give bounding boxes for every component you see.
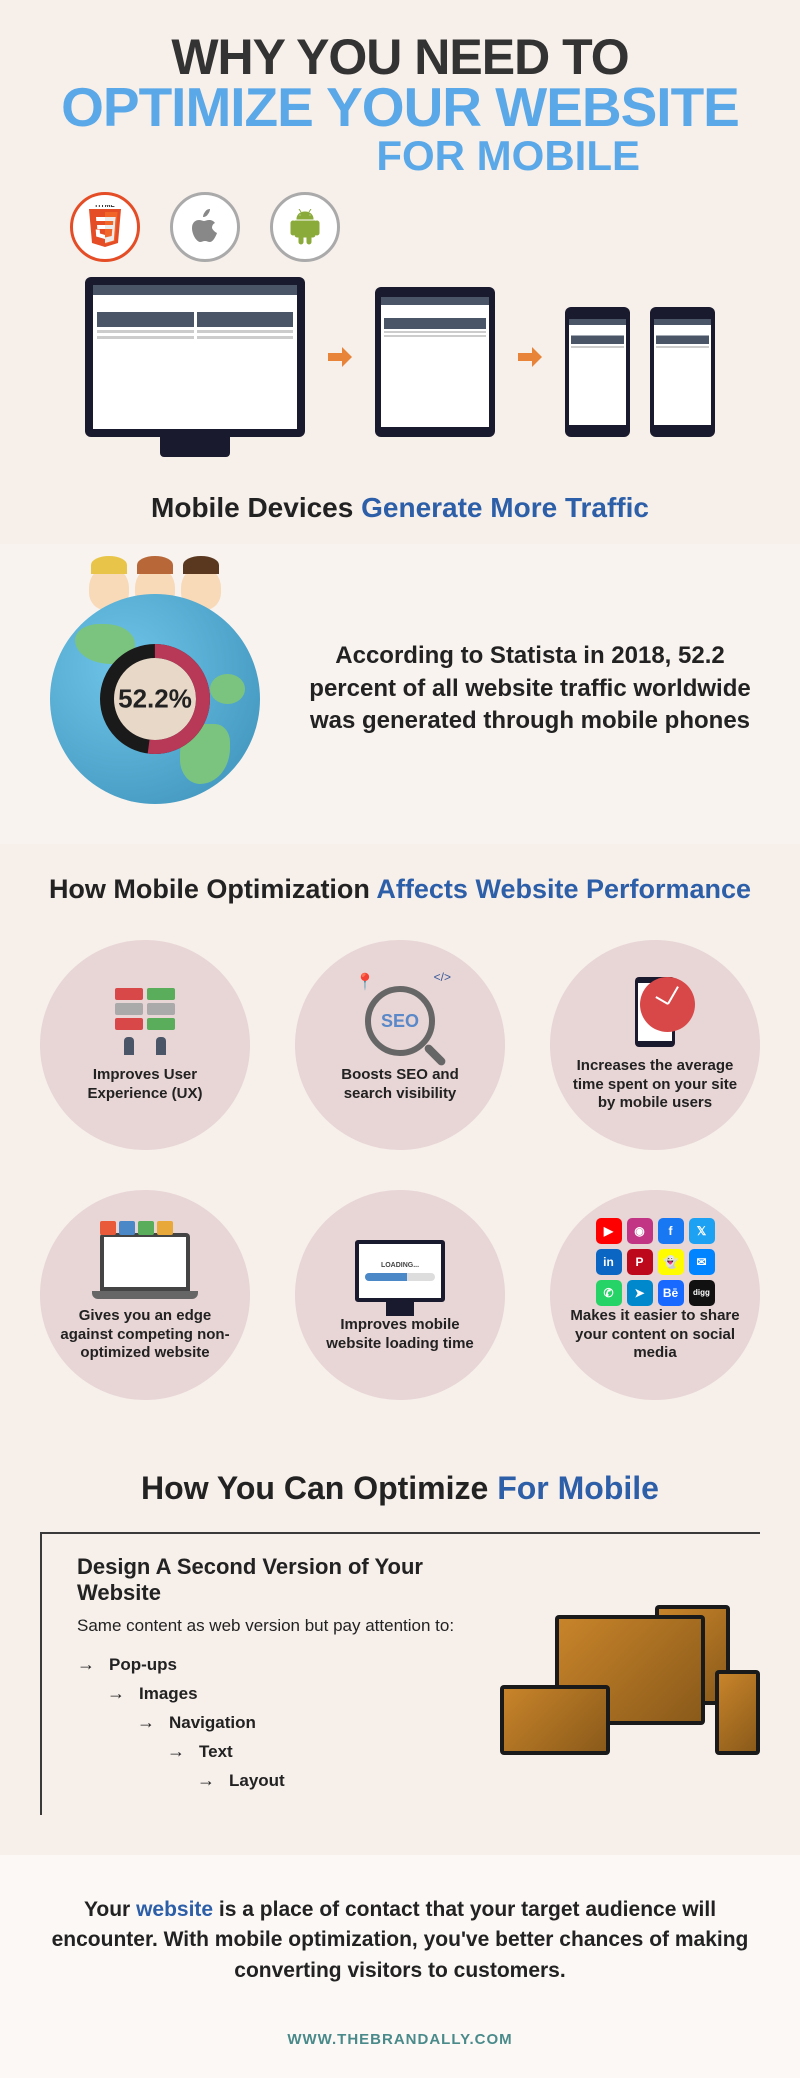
phone-icon — [565, 307, 630, 437]
responsive-devices — [40, 262, 760, 457]
social-icon: ✉ — [689, 1249, 715, 1275]
subtitle-traffic: Mobile Devices Generate More Traffic — [0, 482, 800, 544]
benefits-section: How Mobile Optimization Affects Website … — [0, 844, 800, 1440]
optimize-list: → Pop-ups → Images → Navigation → Text → Layout — [77, 1650, 500, 1795]
optimize-section: How You Can Optimize For Mobile Design A… — [0, 1440, 800, 1855]
heading-dark: How Mobile Optimization — [49, 874, 370, 904]
benefit-label: Improves mobile website loading time — [315, 1316, 485, 1354]
optimize-list-item: → Pop-ups — [77, 1650, 500, 1679]
benefit-label: Gives you an edge against competing non-… — [60, 1307, 230, 1363]
arrow-icon — [325, 342, 355, 372]
subtitle-blue: Generate More Traffic — [361, 492, 649, 523]
arrow-icon: → — [197, 1770, 215, 1791]
arrow-icon: → — [137, 1712, 155, 1733]
heading-dark: How You Can Optimize — [141, 1470, 488, 1506]
title-line-1: WHY YOU NEED TO — [40, 35, 760, 80]
infographic: WHY YOU NEED TO OPTIMIZE YOUR WEBSITE FO… — [0, 0, 800, 2078]
arrow-icon: → — [167, 1741, 185, 1762]
benefit-label: Makes it easier to share your content on… — [570, 1307, 740, 1363]
benefit-label: Increases the average time spent on your… — [570, 1057, 740, 1113]
title-line-3: FOR MOBILE — [40, 135, 760, 177]
heading-blue: For Mobile — [497, 1470, 659, 1506]
social-icon: 𝕏 — [689, 1218, 715, 1244]
heading-blue: Affects Website Performance — [376, 874, 751, 904]
benefit-label: Improves User Experience (UX) — [60, 1066, 230, 1104]
subtitle-dark: Mobile Devices — [151, 492, 353, 523]
arrow-icon: → — [77, 1654, 95, 1675]
html5-icon: HTML — [70, 192, 140, 262]
seo-icon: 📍 </> SEO — [355, 986, 445, 1056]
social-icon: in — [596, 1249, 622, 1275]
edge-icon — [100, 1227, 190, 1297]
closing-link: website — [136, 1898, 213, 1921]
benefit-ux: Improves User Experience (UX) — [40, 940, 250, 1150]
title-line-2: OPTIMIZE YOUR WEBSITE — [40, 80, 760, 135]
stat-section: 52.2% According to Statista in 2018, 52.… — [0, 544, 800, 844]
optimize-item-label: Pop-ups — [109, 1655, 177, 1675]
optimize-list-item: → Images — [77, 1679, 500, 1708]
arrow-icon — [515, 342, 545, 372]
benefits-heading: How Mobile Optimization Affects Website … — [30, 874, 770, 905]
optimize-box-sub: Same content as web version but pay atte… — [77, 1616, 500, 1636]
android-icon — [270, 192, 340, 262]
social-icon: digg — [689, 1280, 715, 1306]
optimize-item-label: Images — [139, 1684, 198, 1704]
ux-icon — [100, 986, 190, 1056]
donut-chart: 52.2% — [95, 639, 215, 759]
phone-icon — [650, 307, 715, 437]
optimize-box: Design A Second Version of Your Website … — [40, 1532, 760, 1815]
social-icon: 👻 — [658, 1249, 684, 1275]
optimize-box-heading: Design A Second Version of Your Website — [77, 1554, 500, 1606]
social-icon: ▶ — [596, 1218, 622, 1244]
desktop-icon — [85, 277, 305, 437]
globe-graphic: 52.2% — [40, 574, 270, 804]
social-icon: ◉ — [627, 1218, 653, 1244]
optimize-item-label: Navigation — [169, 1713, 256, 1733]
benefits-grid: Improves User Experience (UX) 📍 </> SEO … — [30, 940, 770, 1400]
benefit-loading: LOADING... Improves mobile website loadi… — [295, 1190, 505, 1400]
tablet-icon — [375, 287, 495, 437]
social-icon: f — [658, 1218, 684, 1244]
benefit-edge: Gives you an edge against competing non-… — [40, 1190, 250, 1400]
closing-text: Your website is a place of contact that … — [50, 1895, 750, 1986]
social-icons: ▶◉f𝕏inP👻✉✆➤Bēdigg — [610, 1227, 700, 1297]
optimize-devices-graphic — [500, 1595, 760, 1755]
social-icon: P — [627, 1249, 653, 1275]
benefit-time: Increases the average time spent on your… — [550, 940, 760, 1150]
hero-section: WHY YOU NEED TO OPTIMIZE YOUR WEBSITE FO… — [0, 0, 800, 482]
optimize-list-item: → Navigation — [77, 1708, 500, 1737]
benefit-label: Boosts SEO and search visibility — [315, 1066, 485, 1104]
apple-icon — [170, 192, 240, 262]
closing-pre: Your — [84, 1898, 136, 1921]
benefit-social: ▶◉f𝕏inP👻✉✆➤Bēdigg Makes it easier to sha… — [550, 1190, 760, 1400]
footer-url: WWW.THEBRANDALLY.COM — [0, 2011, 800, 2078]
optimize-list-item: → Layout — [77, 1766, 500, 1795]
time-icon — [610, 977, 700, 1047]
arrow-icon: → — [107, 1683, 125, 1704]
loading-icon: LOADING... — [355, 1236, 445, 1306]
social-icon: ➤ — [627, 1280, 653, 1306]
benefit-seo: 📍 </> SEO Boosts SEO and search visibili… — [295, 940, 505, 1150]
social-icon: ✆ — [596, 1280, 622, 1306]
closing-section: Your website is a place of contact that … — [0, 1855, 800, 2011]
tech-icons: HTML — [40, 177, 760, 262]
optimize-item-label: Text — [199, 1742, 233, 1762]
optimize-list-item: → Text — [77, 1737, 500, 1766]
stat-text: According to Statista in 2018, 52.2 perc… — [300, 640, 760, 737]
percent-label: 52.2% — [118, 684, 192, 715]
optimize-item-label: Layout — [229, 1771, 285, 1791]
optimize-heading: How You Can Optimize For Mobile — [40, 1470, 760, 1507]
social-icon: Bē — [658, 1280, 684, 1306]
svg-text:HTML: HTML — [95, 205, 115, 209]
